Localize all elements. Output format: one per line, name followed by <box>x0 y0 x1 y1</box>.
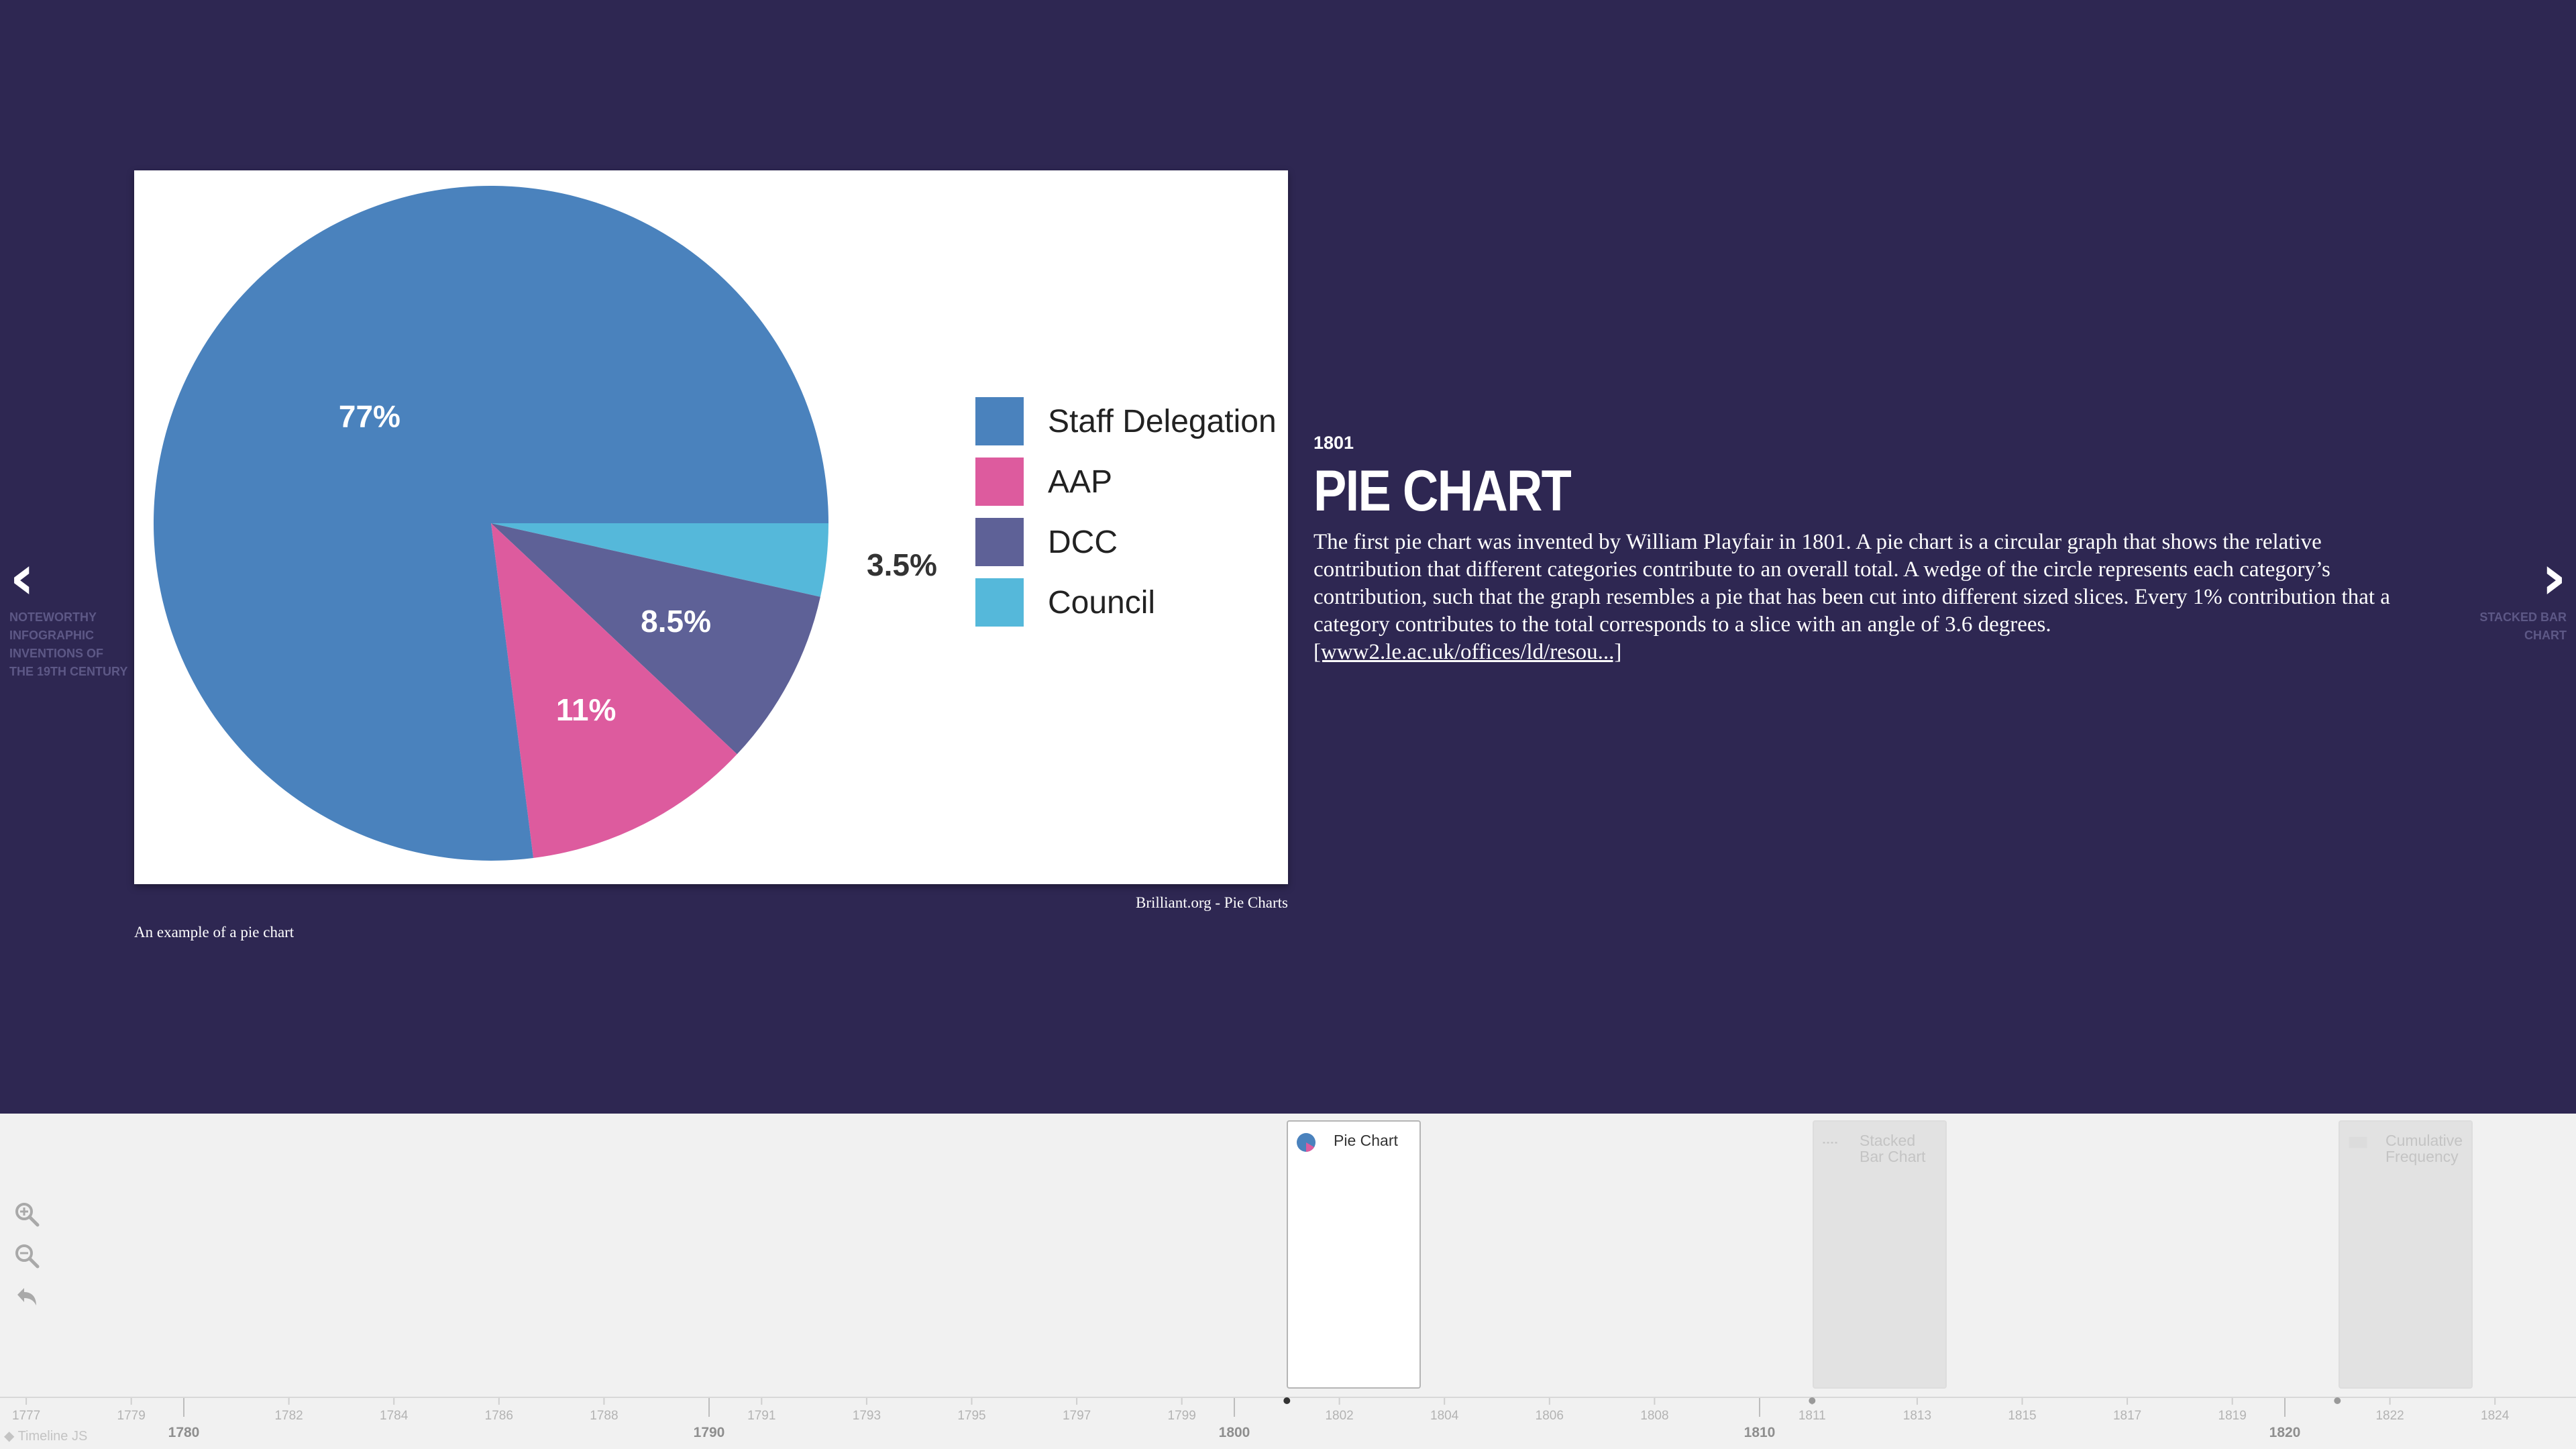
ruler-major-label: 1820 <box>2269 1425 2301 1440</box>
ruler-minor-label: 1822 <box>2375 1409 2404 1423</box>
ruler-minor-label: 1786 <box>485 1409 513 1423</box>
media-caption: An example of a pie chart <box>134 924 294 941</box>
timeline-card-cumulative-frequency[interactable]: Cumulative Frequency <box>2339 1120 2473 1389</box>
legend-label: Council <box>1048 585 1155 621</box>
ruler-minor-label: 1806 <box>1536 1409 1564 1423</box>
pie-slice-council <box>491 523 828 597</box>
nav-next[interactable]: › STACKED BAR CHART <box>2479 547 2567 645</box>
timeline-ruler: 1777 1779 1782 1784 1786 1788 1791 1793 1795 1797… <box>0 1397 2576 1449</box>
stacked-bar-thumbnail-icon <box>1823 1142 1837 1144</box>
ruler-minor-label: 1799 <box>1168 1409 1196 1423</box>
ruler-major-label: 1800 <box>1219 1425 1250 1440</box>
nav-next-label[interactable]: STACKED BAR CHART <box>2479 610 2567 642</box>
chevron-right-icon[interactable]: › <box>2541 541 2567 613</box>
media-credit: Brilliant.org - Pie Charts <box>1135 894 1288 911</box>
legend-swatch <box>975 397 1024 445</box>
zoom-out-icon[interactable] <box>12 1241 43 1272</box>
legend-swatch <box>975 578 1024 627</box>
pie-data-label: 11% <box>556 692 616 727</box>
legend-swatch <box>975 458 1024 506</box>
ruler-minor-label: 1819 <box>2218 1409 2247 1423</box>
ruler-minor-label: 1791 <box>747 1409 775 1423</box>
ruler-major-label: 1780 <box>168 1425 200 1440</box>
nav-previous-label[interactable]: NOTEWORTHY INFOGRAPHIC INVENTIONS OF THE… <box>9 610 128 678</box>
ruler-major-label: 1810 <box>1744 1425 1776 1440</box>
pie-slice-dcc <box>491 523 820 755</box>
back-to-start-icon[interactable] <box>12 1283 43 1313</box>
pie-data-label: 3.5% <box>867 547 937 582</box>
timeline-card-stacked-bar[interactable]: Stacked Bar Chart <box>1813 1120 1947 1389</box>
slide-body: The first pie chart was invented by Will… <box>1313 529 2420 666</box>
timeline-event-marker[interactable] <box>1283 1397 1291 1404</box>
legend-label: Staff Delegation <box>1048 404 1277 439</box>
ruler-minor-label: 1808 <box>1640 1409 1668 1423</box>
slide-date: 1801 <box>1313 433 1354 453</box>
ruler-minor-label: 1793 <box>853 1409 881 1423</box>
media-image: 3.5% 8.5% 11% 77% Staff Delegation AAP DCC Cou… <box>134 170 1288 884</box>
legend-label: AAP <box>1048 464 1112 500</box>
pie-data-label: 77% <box>339 398 400 433</box>
timeline-card-pie-chart[interactable]: Pie Chart <box>1287 1120 1421 1389</box>
slide-stage: 3.5% 8.5% 11% 77% Staff Delegation AAP DCC Cou… <box>0 0 2576 1114</box>
timeline-card-title: Cumulative Frequency <box>2385 1132 2463 1165</box>
source-link[interactable]: [www2.le.ac.uk/offices/ld/resou...] <box>1313 640 1622 664</box>
nav-previous[interactable]: ‹ NOTEWORTHY INFOGRAPHIC INVENTIONS OF T… <box>9 547 127 681</box>
timeline-card-title: Stacked Bar Chart <box>1860 1132 1926 1165</box>
chevron-left-icon[interactable]: ‹ <box>9 541 35 613</box>
timeline-card-title: Pie Chart <box>1334 1132 1398 1149</box>
ruler-minor-label: 1782 <box>274 1409 303 1423</box>
legend-swatch <box>975 518 1024 566</box>
pie-data-label: 8.5% <box>641 604 711 639</box>
ruler-minor-label: 1817 <box>2113 1409 2141 1423</box>
pie-chart: 3.5% 8.5% 11% 77% Staff Delegation AAP DCC Cou… <box>153 185 1277 861</box>
slide-body-text: The first pie chart was invented by Will… <box>1313 530 2390 637</box>
slide-text: 1801 PIE CHART The first pie chart was i… <box>1313 433 2420 666</box>
ruler-minor-label: 1788 <box>590 1409 618 1423</box>
pie-slice-staff-delegation <box>153 185 829 861</box>
zoom-in-icon[interactable] <box>12 1199 43 1230</box>
ruler-minor-label: 1777 <box>12 1409 40 1423</box>
ruler-minor-label: 1779 <box>117 1409 146 1423</box>
ruler-minor-label: 1804 <box>1430 1409 1459 1423</box>
cumulative-thumbnail-icon <box>2349 1136 2367 1148</box>
ruler-minor-label: 1797 <box>1063 1409 1091 1423</box>
ruler-minor-label: 1815 <box>2008 1409 2036 1423</box>
ruler-minor-label: 1795 <box>957 1409 985 1423</box>
timeline-nav: Pie Chart Stacked Bar Chart Cumulative F… <box>0 1114 2576 1449</box>
ruler-minor-label: 1811 <box>1799 1409 1826 1423</box>
timeline-event-marker[interactable] <box>2334 1397 2341 1404</box>
ruler-minor-label: 1824 <box>2481 1409 2510 1423</box>
ruler-minor-label: 1813 <box>1903 1409 1931 1423</box>
legend-label: DCC <box>1048 525 1118 560</box>
timelinejs-brand: ◆ Timeline JS <box>4 1429 88 1444</box>
ruler-minor-label: 1802 <box>1325 1409 1353 1423</box>
slide-headline: PIE CHART <box>1313 459 1572 523</box>
pie-slice-aap <box>491 523 737 858</box>
pie-thumbnail-icon <box>1297 1133 1316 1152</box>
timeline-axis: 1777 1779 1782 1784 1786 1788 1791 1793 1795 1797… <box>0 1397 2576 1440</box>
timeline-event-marker[interactable] <box>1809 1397 1816 1404</box>
ruler-minor-label: 1784 <box>380 1409 409 1423</box>
ruler-major-label: 1790 <box>694 1425 725 1440</box>
